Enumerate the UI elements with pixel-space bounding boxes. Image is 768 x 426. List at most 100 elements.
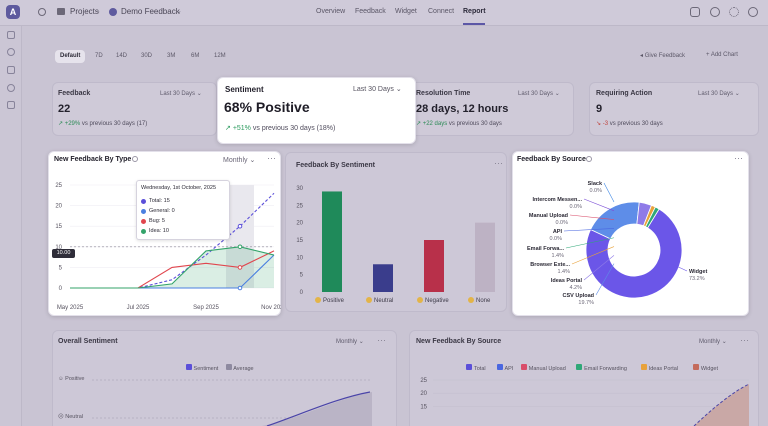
breadcrumb-projects[interactable]: Projects [70, 7, 99, 16]
y-tick-label: 30 [296, 186, 303, 192]
average-area [262, 392, 372, 426]
help-icon[interactable] [710, 7, 720, 17]
gear-icon[interactable] [729, 7, 739, 17]
range-3m[interactable]: 3M [162, 50, 180, 63]
more-options-icon[interactable]: ⋯ [377, 335, 386, 346]
stat-delta: +22 days [423, 121, 448, 127]
stat-title: Resolution Time [416, 90, 470, 97]
trend-up-icon: ↗ [225, 125, 233, 132]
tooltip-series-dot [141, 219, 146, 224]
stat-compare: vs previous 30 days [610, 121, 663, 127]
folder-icon [57, 8, 65, 15]
x-tick-label: Jul 2025 [127, 305, 150, 311]
more-options-icon[interactable]: ⋯ [734, 153, 743, 164]
more-options-icon[interactable]: ⋯ [740, 335, 749, 346]
sidebar-box-icon[interactable] [7, 101, 15, 109]
more-options-icon[interactable]: ⋯ [267, 153, 276, 164]
tooltip-row: Total: 15 [149, 198, 170, 204]
bar-none [475, 223, 495, 292]
slice-percent: 73.2% [689, 276, 705, 282]
breadcrumb-separator-icon: › [97, 7, 100, 16]
range-6m[interactable]: 6M [186, 50, 204, 63]
stat-period-select[interactable]: Last 30 Days ⌄ [160, 90, 202, 97]
slice-percent: 0.0% [555, 220, 568, 226]
range-30d[interactable]: 30D [136, 50, 157, 63]
stat-period-select[interactable]: Last 30 Days ⌄ [353, 85, 402, 93]
project-avatar [109, 8, 117, 16]
stat-delta-row: ↗ +29% vs previous 30 days (17) [58, 120, 147, 127]
add-chart-button[interactable]: + Add Chart [706, 52, 738, 58]
slice-label: API [553, 229, 563, 235]
tab-report[interactable]: Report [463, 8, 486, 15]
tab-widget[interactable]: Widget [395, 8, 417, 15]
tooltip-row: General: 0 [149, 208, 175, 214]
home-icon[interactable] [38, 8, 46, 16]
x-tick-label: Sep 2025 [193, 305, 219, 311]
tab-connect[interactable]: Connect [428, 8, 454, 15]
range-7d[interactable]: 7D [90, 50, 108, 63]
slice-label: Slack [588, 181, 603, 187]
sidebar-inbox-icon[interactable] [7, 31, 15, 39]
range-default[interactable]: Default [55, 50, 85, 63]
info-icon[interactable] [132, 156, 138, 162]
sidebar-megaphone-icon[interactable] [7, 66, 15, 74]
period-select[interactable]: Monthly ⌄ [699, 338, 727, 345]
chevron-down-icon: ⌄ [197, 91, 202, 97]
slice-label: Ideas Portal [551, 278, 583, 284]
range-14d[interactable]: 14D [111, 50, 132, 63]
tooltip-row: Idea: 10 [149, 228, 169, 234]
sidebar-settings-icon[interactable] [7, 84, 15, 92]
y-tick-label: 25 [420, 378, 427, 384]
breadcrumb-project[interactable]: Demo Feedback [121, 7, 180, 16]
give-feedback-button[interactable]: ◂ Give Feedback [640, 52, 685, 59]
y-tick-label: 25 [296, 203, 303, 209]
period-select[interactable]: Monthly ⌄ [336, 338, 364, 345]
user-avatar-icon[interactable] [748, 7, 758, 17]
stat-delta-row: ↗ +51% vs previous 30 days (18%) [225, 124, 335, 132]
y-tick-label: 20 [420, 391, 427, 397]
share-icon[interactable] [690, 7, 700, 17]
y-tick-label: 5 [300, 273, 304, 279]
bar-positive [322, 191, 342, 292]
legend-item: Email Forwarding [576, 364, 627, 372]
stat-compare: vs previous 30 days (18%) [253, 125, 335, 132]
stat-value: 28 days, 12 hours [416, 103, 508, 115]
stat-period-select[interactable]: Last 30 Days ⌄ [518, 90, 560, 97]
app-logo-icon[interactable]: A [6, 5, 20, 19]
sidebar-chat-icon[interactable] [7, 48, 15, 56]
period-label: Monthly [336, 339, 357, 345]
x-tick-label: None [476, 298, 491, 304]
chevron-down-icon[interactable]: ⌄ [176, 7, 182, 15]
y-tick-label: 5 [59, 265, 63, 271]
stat-period-label: Last 30 Days [353, 86, 394, 93]
x-tick-label: Positive [323, 298, 345, 304]
new-by-source-chart: 15 20 25 [409, 372, 759, 426]
x-tick-label: Nov 2025 [261, 305, 281, 311]
sentiment-bar-chart: 051015202530Positive Neutral Negative None [285, 170, 507, 310]
slice-label: Manual Upload [529, 213, 568, 219]
range-12m[interactable]: 12M [209, 50, 231, 63]
info-icon[interactable] [586, 156, 592, 162]
more-options-icon[interactable]: ⋯ [494, 158, 503, 169]
stat-compare: vs previous 30 days [449, 121, 502, 127]
tab-feedback[interactable]: Feedback [355, 8, 386, 15]
stat-period-select[interactable]: Last 30 Days ⌄ [698, 90, 740, 97]
panel-title: New Feedback By Type [54, 156, 131, 163]
give-feedback-label: Give Feedback [645, 53, 685, 59]
active-tab-indicator [463, 23, 485, 25]
slice-label: Browser Exte... [530, 262, 570, 268]
tooltip-series-dot [141, 209, 146, 214]
period-select[interactable]: Monthly ⌄ [223, 156, 255, 164]
slice-percent: 4.2% [569, 285, 582, 291]
stat-delta: +51% [233, 125, 251, 132]
bar-neutral [373, 264, 393, 292]
legend-swatch [521, 364, 527, 370]
y-tick-label: 20 [296, 221, 303, 227]
stat-period-label: Last 30 Days [518, 91, 553, 97]
bar-negative [424, 240, 444, 292]
tab-overview[interactable]: Overview [316, 8, 345, 15]
slice-percent: 1.4% [551, 253, 564, 259]
tooltip-date: Wednesday, 1st October, 2025 [141, 185, 216, 191]
slice-percent: 0.0% [569, 204, 582, 210]
panel-title: New Feedback By Source [416, 338, 501, 345]
